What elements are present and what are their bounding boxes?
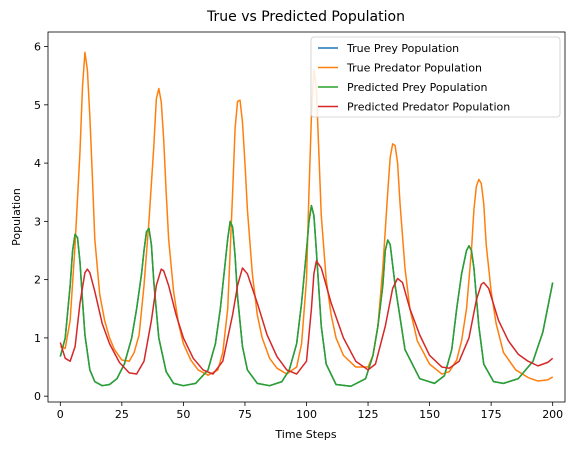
series-line-1 [60,51,554,382]
x-tick-label: 200 [542,408,563,421]
x-tick-label: 125 [358,408,379,421]
legend: True Prey Population True Predator Popula… [310,36,561,118]
y-tick-label: 0 [34,390,41,403]
x-tick-label: 100 [296,408,317,421]
y-tick-label: 4 [34,157,41,170]
legend-entry-3: Predicted Predator Population [347,101,510,114]
legend-entry-2: Predicted Prey Population [347,81,487,94]
y-tick-label: 5 [34,99,41,112]
series-line-3 [59,260,554,375]
x-tick-label: 75 [238,408,252,421]
x-tick-label: 150 [419,408,440,421]
x-axis: 0 25 50 75 100 125 150 175 200 [57,402,563,421]
x-axis-label: Time Steps [274,428,336,441]
legend-box [310,36,561,118]
x-tick-label: 50 [176,408,190,421]
y-axis: 0 1 2 3 4 5 6 [34,41,48,403]
y-tick-label: 6 [34,41,41,54]
chart-title: True vs Predicted Population [206,9,405,25]
x-tick-label: 175 [481,408,502,421]
x-tick-label: 0 [57,408,64,421]
legend-entry-0: True Prey Population [346,42,459,55]
series-line-2 [59,204,554,388]
legend-entry-1: True Predator Population [346,62,482,75]
y-tick-label: 1 [34,332,41,345]
y-tick-label: 3 [34,215,41,228]
y-axis-label: Population [10,188,23,246]
y-tick-label: 2 [34,274,41,287]
x-tick-label: 25 [115,408,129,421]
